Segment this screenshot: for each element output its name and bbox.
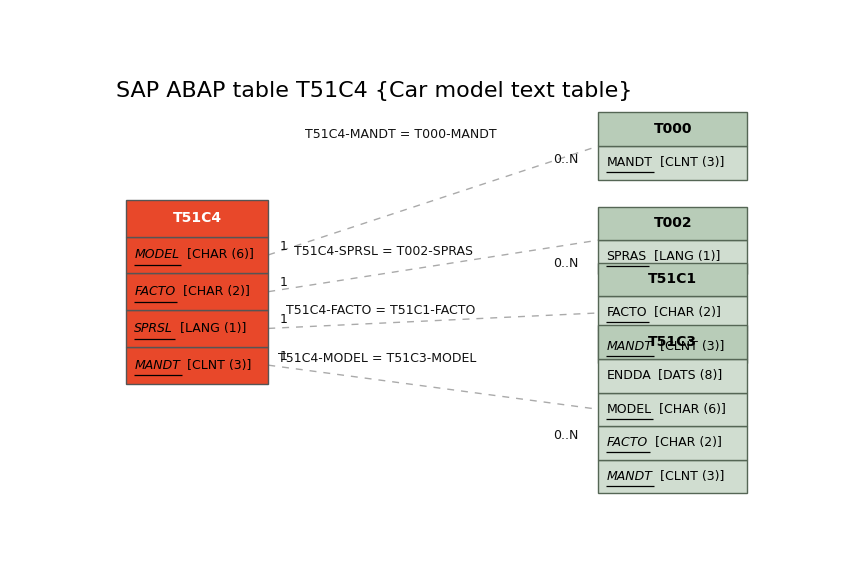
Bar: [598, 296, 747, 330]
Text: FACTO: FACTO: [135, 285, 176, 298]
Bar: [598, 330, 747, 363]
Bar: [598, 207, 747, 240]
Text: [CHAR (2)]: [CHAR (2)]: [650, 307, 721, 320]
Text: [CHAR (6)]: [CHAR (6)]: [182, 249, 254, 261]
Text: 1: 1: [280, 313, 288, 326]
Text: MANDT: MANDT: [607, 157, 653, 169]
Bar: [126, 236, 268, 274]
Text: FACTO: FACTO: [607, 436, 648, 449]
Text: [CHAR (2)]: [CHAR (2)]: [651, 436, 722, 449]
Text: FACTO: FACTO: [607, 307, 647, 320]
Bar: [126, 347, 268, 384]
Text: T51C4: T51C4: [173, 211, 222, 225]
Text: T000: T000: [653, 122, 692, 136]
Text: MANDT: MANDT: [607, 340, 653, 353]
Bar: [126, 200, 268, 236]
Bar: [598, 240, 747, 274]
Text: 1: 1: [280, 350, 288, 363]
Text: SPRAS: SPRAS: [607, 250, 647, 264]
Text: 1: 1: [280, 276, 288, 289]
Text: [DATS (8)]: [DATS (8)]: [654, 369, 722, 382]
Text: T51C4-MANDT = T000-MANDT: T51C4-MANDT = T000-MANDT: [304, 128, 496, 141]
Text: 0..N: 0..N: [553, 428, 579, 442]
Bar: [126, 310, 268, 347]
Bar: [598, 392, 747, 426]
Text: 0..N: 0..N: [553, 257, 579, 270]
Bar: [598, 146, 747, 180]
Text: ENDDA: ENDDA: [607, 369, 651, 382]
Text: [CLNT (3)]: [CLNT (3)]: [656, 157, 724, 169]
Bar: [598, 325, 747, 359]
Text: SPRSL: SPRSL: [135, 322, 173, 335]
Text: SAP ABAP table T51C4 {Car model text table}: SAP ABAP table T51C4 {Car model text tab…: [117, 81, 633, 101]
Text: T51C1: T51C1: [648, 272, 697, 286]
Text: [CHAR (2)]: [CHAR (2)]: [179, 285, 250, 298]
Text: T51C4-SPRSL = T002-SPRAS: T51C4-SPRSL = T002-SPRAS: [294, 245, 474, 258]
Text: MANDT: MANDT: [607, 470, 653, 483]
Text: [CLNT (3)]: [CLNT (3)]: [183, 359, 252, 372]
Bar: [598, 426, 747, 460]
Bar: [598, 460, 747, 494]
Text: [CLNT (3)]: [CLNT (3)]: [655, 470, 724, 483]
Text: [LANG (1)]: [LANG (1)]: [650, 250, 720, 264]
Bar: [598, 112, 747, 146]
Text: [LANG (1)]: [LANG (1)]: [176, 322, 247, 335]
Text: 1: 1: [280, 240, 288, 253]
Text: MODEL: MODEL: [607, 403, 652, 416]
Text: [CHAR (6)]: [CHAR (6)]: [655, 403, 726, 416]
Text: MODEL: MODEL: [135, 249, 180, 261]
Text: 0..N: 0..N: [553, 153, 579, 166]
Bar: [598, 359, 747, 392]
Text: T51C4-MODEL = T51C3-MODEL: T51C4-MODEL = T51C3-MODEL: [278, 352, 476, 365]
Bar: [598, 262, 747, 296]
Text: MANDT: MANDT: [135, 359, 180, 372]
Text: T51C3: T51C3: [648, 335, 697, 349]
Bar: [126, 274, 268, 310]
Text: [CLNT (3)]: [CLNT (3)]: [655, 340, 724, 353]
Text: T51C4-FACTO = T51C1-FACTO: T51C4-FACTO = T51C1-FACTO: [285, 304, 475, 317]
Text: T002: T002: [653, 217, 692, 230]
